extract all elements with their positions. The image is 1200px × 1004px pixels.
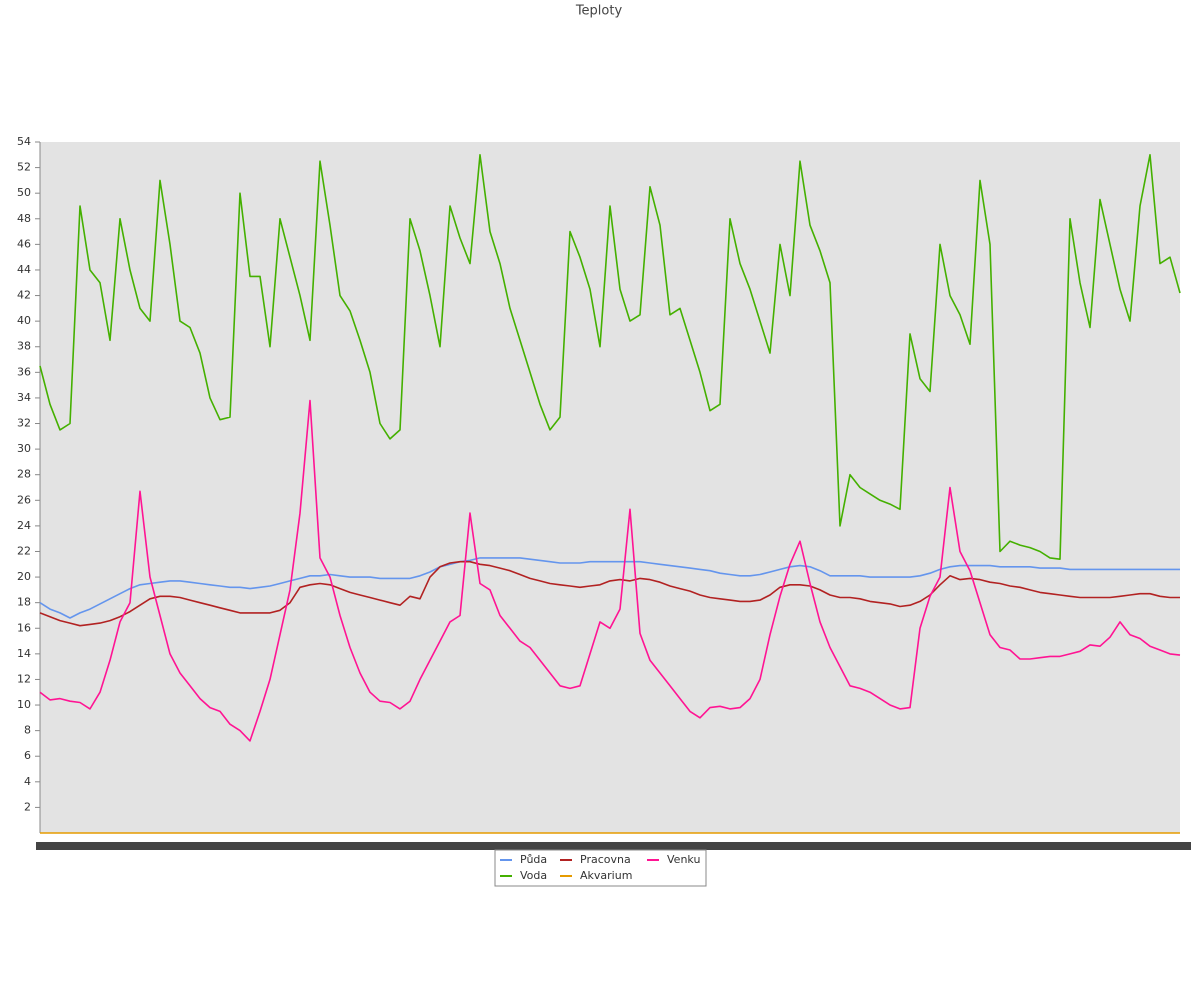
y-tick-label: 2 <box>24 800 31 813</box>
y-tick-label: 12 <box>17 672 31 685</box>
y-tick-label: 48 <box>17 212 31 225</box>
y-tick-label: 54 <box>17 135 31 148</box>
y-tick-label: 10 <box>17 698 31 711</box>
y-tick-label: 36 <box>17 365 31 378</box>
y-tick-label: 28 <box>17 468 31 481</box>
x-axis-labels-smear <box>36 842 1191 850</box>
y-tick-label: 22 <box>17 544 31 557</box>
series-line <box>39 399 1181 742</box>
y-tick-label: 18 <box>17 596 31 609</box>
y-tick-label: 52 <box>17 161 31 174</box>
legend-label: Venku <box>667 853 700 866</box>
chart-title: Teploty <box>575 4 623 19</box>
y-tick-label: 26 <box>17 493 31 506</box>
plot-area <box>40 142 1180 833</box>
y-tick-label: 24 <box>17 519 31 532</box>
series-line <box>39 154 1181 560</box>
y-tick-label: 30 <box>17 442 31 455</box>
y-tick-label: 46 <box>17 237 31 250</box>
series-line <box>39 557 1180 619</box>
y-tick-label: 34 <box>17 391 31 404</box>
y-tick-label: 6 <box>24 749 31 762</box>
y-tick-label: 16 <box>17 621 31 634</box>
y-tick-label: 4 <box>24 775 31 788</box>
y-tick-label: 38 <box>17 340 31 353</box>
legend-label: Půda <box>520 853 547 866</box>
y-tick-label: 32 <box>17 417 31 430</box>
legend-label: Voda <box>520 869 547 882</box>
y-tick-label: 20 <box>17 570 31 583</box>
y-tick-label: 50 <box>17 186 31 199</box>
y-tick-label: 40 <box>17 314 31 327</box>
y-tick-label: 14 <box>17 647 31 660</box>
legend-label: Pracovna <box>580 853 631 866</box>
y-tick-label: 44 <box>17 263 31 276</box>
series-line <box>39 560 1180 627</box>
y-tick-label: 42 <box>17 289 31 302</box>
legend-label: Akvarium <box>580 869 632 882</box>
legend-box <box>494 849 707 887</box>
y-tick-label: 8 <box>24 724 31 737</box>
